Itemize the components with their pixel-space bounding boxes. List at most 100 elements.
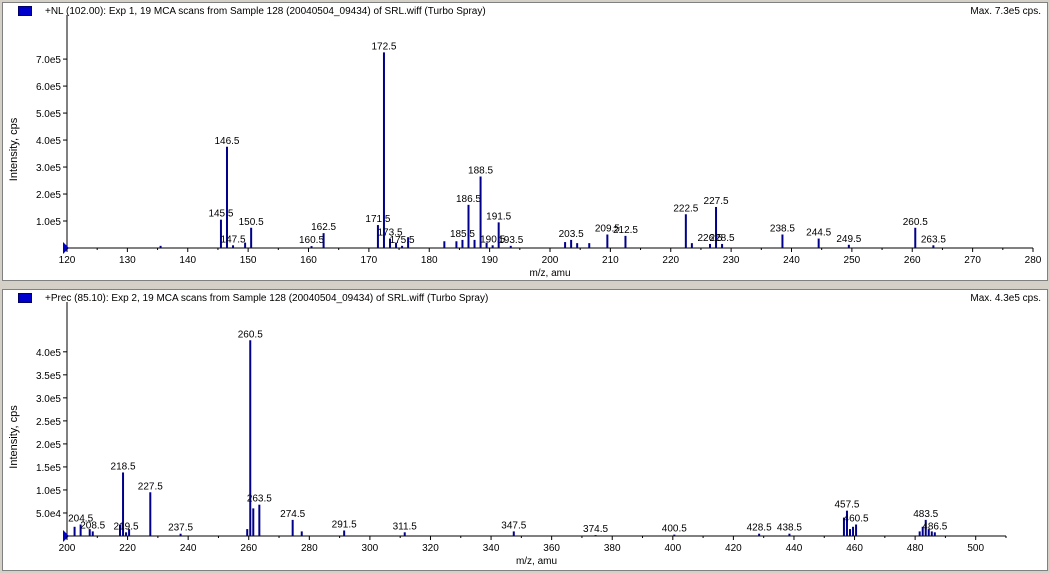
- y-tick-label: 6.0e5: [36, 82, 61, 93]
- x-tick-label: 210: [602, 255, 619, 266]
- peak-label: 263.5: [921, 234, 946, 245]
- peak-label: 172.5: [371, 41, 396, 52]
- peak-label: 486.5: [922, 521, 947, 532]
- peak-label: 212.5: [613, 225, 638, 236]
- x-tick-label: 260: [904, 255, 921, 266]
- peak-label: 150.5: [239, 217, 264, 228]
- x-tick-label: 240: [180, 543, 197, 554]
- x-tick-label: 160: [300, 255, 317, 266]
- baseline-marker-icon: [63, 242, 69, 254]
- peak-label: 238.5: [770, 224, 795, 235]
- x-tick-label: 270: [964, 255, 981, 266]
- panel-title: +NL (102.00): Exp 1, 19 MCA scans from S…: [45, 6, 486, 17]
- peak-label: 226.5: [697, 233, 722, 244]
- x-tick-label: 190: [481, 255, 498, 266]
- peak-label: 227.5: [704, 196, 729, 207]
- peak-label: 227.5: [138, 481, 163, 492]
- y-tick-label: 1.0e5: [36, 217, 61, 228]
- y-tick-label: 5.0e4: [36, 509, 61, 520]
- peak-label: 291.5: [332, 519, 357, 530]
- x-tick-label: 280: [301, 543, 318, 554]
- spectrum-chart-nl[interactable]: 120 130 140 150 160 170 180 190 200 210 220 230 240 2…: [3, 3, 1047, 280]
- x-tick-label: 360: [543, 543, 560, 554]
- x-tick-label: 170: [361, 255, 378, 266]
- peak-label: 237.5: [168, 523, 193, 534]
- peak-label: 347.5: [501, 520, 526, 531]
- peak-label: 209.5: [595, 224, 620, 235]
- peak-label: 193.5: [498, 235, 523, 246]
- x-tick-label: 480: [907, 543, 924, 554]
- peak-label: 219.5: [114, 521, 139, 532]
- peak-label: 162.5: [311, 222, 336, 233]
- panel-header: +NL (102.00): Exp 1, 19 MCA scans from S…: [3, 3, 1047, 19]
- y-tick-label: 7.0e5: [36, 55, 61, 66]
- peak-label: 249.5: [836, 234, 861, 245]
- peak-label: 400.5: [662, 524, 687, 535]
- peak-label: 222.5: [673, 203, 698, 214]
- x-tick-label: 120: [59, 255, 76, 266]
- peak-label: 190.5: [480, 234, 505, 245]
- peak-label: 145.5: [208, 209, 233, 220]
- y-tick-label: 1.5e5: [36, 463, 61, 474]
- x-tick-label: 220: [119, 543, 136, 554]
- x-tick-label: 250: [844, 255, 861, 266]
- x-tick-label: 400: [664, 543, 681, 554]
- spectrum-panel-prec: +Prec (85.10): Exp 2, 19 MCA scans from …: [2, 289, 1048, 571]
- x-tick-label: 420: [725, 543, 742, 554]
- x-tick-label: 200: [59, 543, 76, 554]
- baseline-marker-icon: [63, 530, 69, 542]
- peak-label: 204.5: [68, 513, 93, 524]
- peak-label: 175.5: [390, 235, 415, 246]
- y-tick-label: 3.0e5: [36, 394, 61, 405]
- x-tick-label: 230: [723, 255, 740, 266]
- x-tick-label: 220: [662, 255, 679, 266]
- x-tick-label: 260: [240, 543, 257, 554]
- x-axis-title: m/z, amu: [529, 268, 570, 279]
- peak-label: 208.5: [80, 520, 105, 531]
- x-tick-label: 150: [240, 255, 257, 266]
- peak-label: 483.5: [913, 509, 938, 520]
- x-tick-label: 200: [542, 255, 559, 266]
- max-intensity-label: Max. 7.3e5 cps.: [970, 6, 1041, 17]
- max-intensity-label: Max. 4.3e5 cps.: [970, 293, 1041, 304]
- peak-label: 186.5: [456, 194, 481, 205]
- panel-marker-icon[interactable]: [18, 6, 32, 16]
- spectrum-chart-prec[interactable]: 200 220 240 260 280 300 320 340 360 380 400 420 440 4…: [3, 290, 1047, 570]
- peak-label: 263.5: [247, 494, 272, 505]
- peak-label: 191.5: [486, 211, 511, 222]
- peak-label: 218.5: [111, 461, 136, 472]
- x-tick-label: 130: [119, 255, 136, 266]
- panel-marker-icon[interactable]: [18, 293, 32, 303]
- y-tick-label: 3.0e5: [36, 163, 61, 174]
- y-tick-label: 1.0e5: [36, 486, 61, 497]
- x-tick-label: 320: [422, 543, 439, 554]
- peak-label: 460.5: [844, 513, 869, 524]
- peak-label: 171.5: [365, 214, 390, 225]
- y-tick-label: 2.5e5: [36, 417, 61, 428]
- peak-label: 374.5: [583, 524, 608, 535]
- x-tick-label: 380: [604, 543, 621, 554]
- y-tick-label: 5.0e5: [36, 109, 61, 120]
- x-tick-label: 140: [179, 255, 196, 266]
- peak-label: 188.5: [468, 165, 493, 176]
- peak-label: 457.5: [834, 500, 859, 511]
- x-tick-label: 340: [483, 543, 500, 554]
- peak-label: 203.5: [559, 229, 584, 240]
- y-tick-label: 4.0e5: [36, 348, 61, 359]
- spectrum-panel-nl: +NL (102.00): Exp 1, 19 MCA scans from S…: [2, 2, 1048, 281]
- x-tick-label: 500: [967, 543, 984, 554]
- peak-label: 274.5: [280, 509, 305, 520]
- x-tick-label: 180: [421, 255, 438, 266]
- peak-label: 146.5: [214, 136, 239, 147]
- y-axis-title: Intensity, cps: [8, 117, 20, 181]
- x-tick-label: 460: [846, 543, 863, 554]
- y-tick-label: 2.0e5: [36, 440, 61, 451]
- peak-label: 260.5: [238, 329, 263, 340]
- panel-header: +Prec (85.10): Exp 2, 19 MCA scans from …: [3, 290, 1047, 306]
- peak-label: 185.5: [450, 229, 475, 240]
- y-tick-label: 3.5e5: [36, 371, 61, 382]
- panel-title: +Prec (85.10): Exp 2, 19 MCA scans from …: [45, 293, 489, 304]
- peak-label: 173.5: [377, 228, 402, 239]
- peak-label: 428.5: [747, 523, 772, 534]
- peak-label: 311.5: [393, 521, 418, 532]
